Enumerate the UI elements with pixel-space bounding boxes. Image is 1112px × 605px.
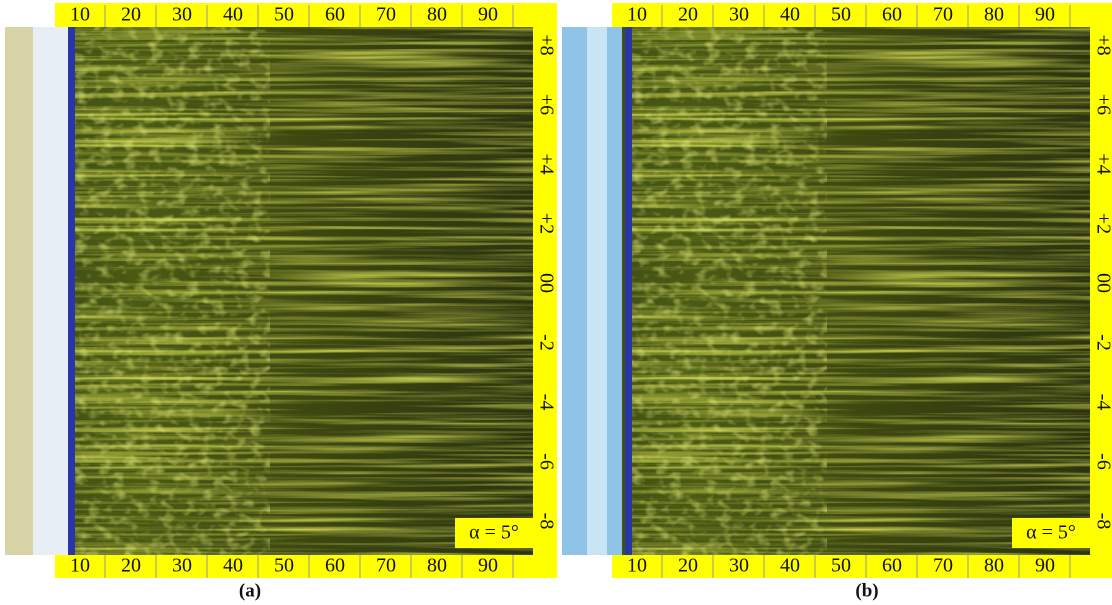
- leading-edge: [5, 27, 33, 555]
- side-scale-label: 00: [1092, 273, 1112, 293]
- bottom-scale-label: 20: [678, 555, 698, 577]
- photo-dots: [70, 27, 270, 555]
- bottom-scale-label: 90: [478, 555, 498, 577]
- top-scale-label: 80: [984, 4, 1004, 26]
- side-scale-label: +6: [535, 94, 557, 115]
- bottom-scale-label: 40: [223, 555, 243, 577]
- top-scale-label: 30: [172, 4, 192, 26]
- top-scale-label: 10: [70, 4, 90, 26]
- bottom-scale-label: 60: [325, 555, 345, 577]
- bottom-scale-label: 40: [780, 555, 800, 577]
- side-scale-label: +8: [1092, 34, 1112, 55]
- bottom-scale-label: 90: [1035, 555, 1055, 577]
- bottom-scale-label: 20: [121, 555, 141, 577]
- top-scale-label: 90: [1035, 4, 1055, 26]
- top-scale-label: 30: [729, 4, 749, 26]
- top-scale-label: 40: [223, 4, 243, 26]
- tape: [625, 27, 632, 555]
- top-scale-label: 20: [121, 4, 141, 26]
- side-scale-label: +2: [535, 213, 557, 234]
- top-scale-label: 50: [274, 4, 294, 26]
- side-scale-label: -2: [1092, 334, 1112, 351]
- annotation: α = 5°: [1026, 522, 1076, 544]
- bottom-scale-label: 80: [427, 555, 447, 577]
- side-scale-label: -2: [535, 334, 557, 351]
- strip-light: [587, 27, 607, 555]
- top-scale-label: 40: [780, 4, 800, 26]
- bottom-scale-label: 50: [831, 555, 851, 577]
- strip: [33, 27, 68, 555]
- bottom-scale-label: 30: [729, 555, 749, 577]
- caption: (a): [239, 580, 261, 601]
- bottom-scale-label: 30: [172, 555, 192, 577]
- bottom-scale-label: 10: [627, 555, 647, 577]
- side-scale-label: -6: [535, 453, 557, 470]
- side-scale-label: +6: [1092, 94, 1112, 115]
- side-scale-label: -8: [1092, 513, 1112, 530]
- side-scale-label: +4: [1092, 153, 1112, 174]
- side-scale-label: -4: [535, 394, 557, 411]
- top-scale-label: 20: [678, 4, 698, 26]
- top-scale-label: 80: [427, 4, 447, 26]
- side-scale-label: -4: [1092, 394, 1112, 411]
- panel: 10 20 30 40 50 60 70 80 90 10 20 30 40 50 60 70 80 90 +8 +6…: [562, 3, 1112, 601]
- bottom-scale-label: 70: [933, 555, 953, 577]
- photo: [5, 27, 533, 555]
- annotation: α = 5°: [469, 522, 519, 544]
- top-scale-label: 70: [376, 4, 396, 26]
- side-scale-label: -6: [1092, 453, 1112, 470]
- top-scale-label: 10: [627, 4, 647, 26]
- photo-dots: [627, 27, 827, 555]
- photo: [562, 27, 1090, 555]
- top-scale-label: 70: [933, 4, 953, 26]
- panel: 10 20 30 40 50 60 70 80 90 10 20 30 40 50 60 70 80 90 +8 +6…: [5, 3, 557, 601]
- caption: (b): [855, 580, 878, 601]
- side-scale-label: -8: [535, 513, 557, 530]
- bottom-scale-label: 80: [984, 555, 1004, 577]
- top-scale-label: 50: [831, 4, 851, 26]
- side-scale-label: +4: [535, 153, 557, 174]
- side-scale-label: +2: [1092, 213, 1112, 234]
- bottom-scale-label: 70: [376, 555, 396, 577]
- top-scale-label: 90: [478, 4, 498, 26]
- tape: [68, 27, 75, 555]
- top-scale-label: 60: [325, 4, 345, 26]
- side-scale-label: 00: [535, 273, 557, 293]
- bottom-scale-label: 10: [70, 555, 90, 577]
- figure: 10 20 30 40 50 60 70 80 90 10 20 30 40 50 60 70 80 90 +8 +6…: [0, 0, 1112, 605]
- side-scale-label: +8: [535, 34, 557, 55]
- top-scale-label: 60: [882, 4, 902, 26]
- bottom-scale-label: 50: [274, 555, 294, 577]
- bottom-scale-label: 60: [882, 555, 902, 577]
